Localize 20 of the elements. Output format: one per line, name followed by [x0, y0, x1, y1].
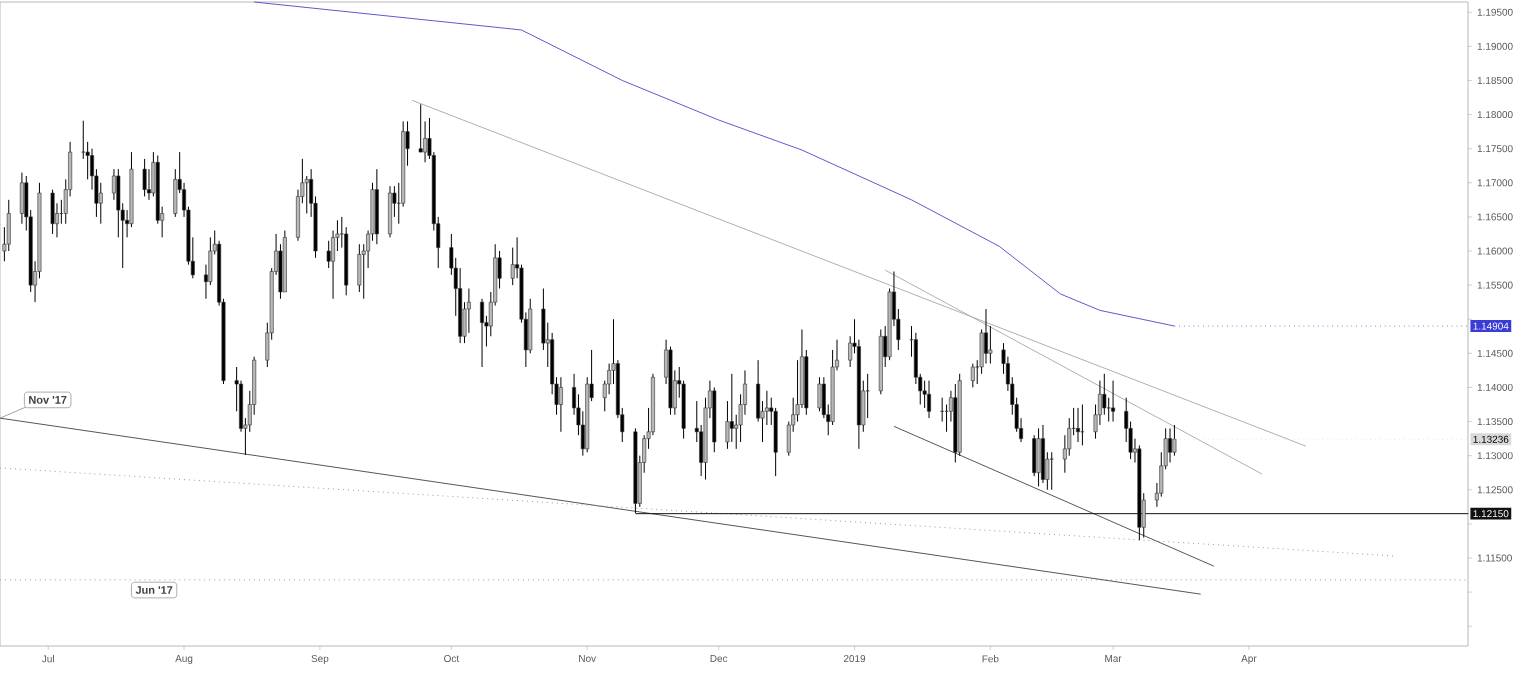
- candlestick: [729, 373, 734, 443]
- candlestick: [142, 158, 147, 197]
- candlestick: [388, 185, 392, 238]
- candlestick: [558, 376, 563, 433]
- candlestick: [480, 298, 484, 368]
- candlestick: [1111, 380, 1116, 423]
- candlestick: [357, 243, 362, 293]
- candlestick: [1172, 424, 1177, 457]
- candlestick: [1168, 427, 1172, 463]
- candlestick: [1036, 427, 1041, 487]
- candlestick: [374, 168, 379, 245]
- candlestick: [1049, 451, 1054, 491]
- candlestick: [1040, 424, 1045, 484]
- candlestick: [50, 189, 55, 235]
- candlestick: [19, 172, 24, 225]
- candlestick: [927, 380, 931, 419]
- candlestick: [1076, 407, 1080, 443]
- line-series: [253, 1, 1175, 327]
- candlestick: [817, 376, 822, 412]
- candlestick: [970, 363, 975, 388]
